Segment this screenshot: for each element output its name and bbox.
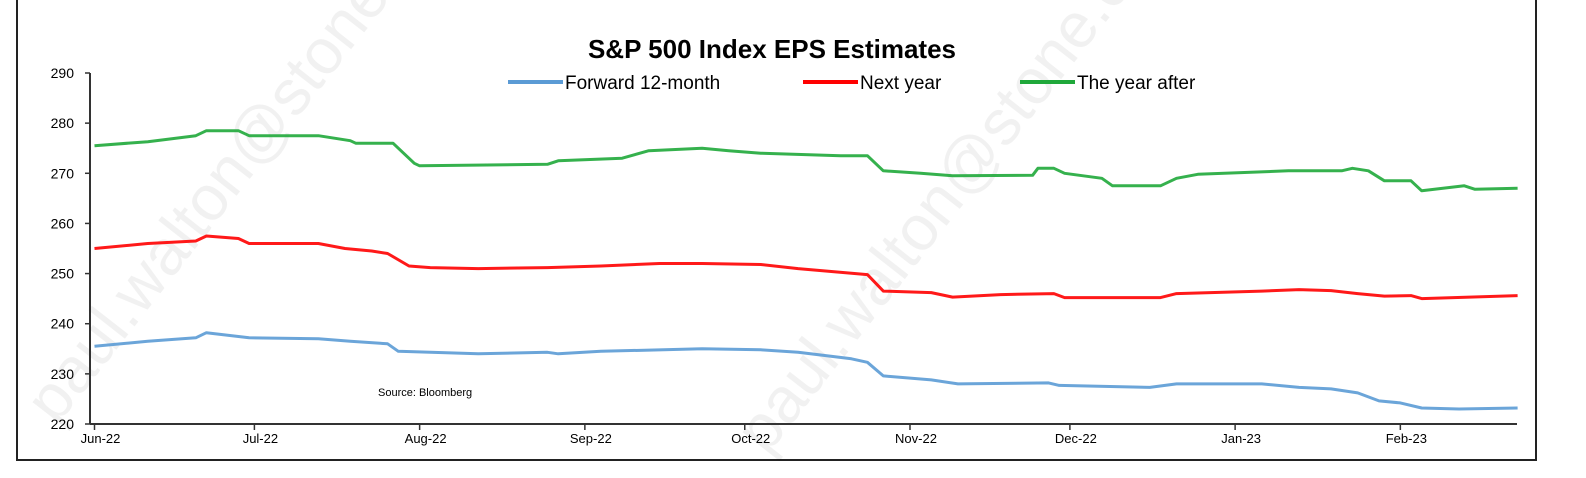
x-tick-label: Dec-22 [1055, 431, 1097, 446]
x-tick-label: Sep-22 [570, 431, 612, 446]
legend-label: Next year [860, 73, 942, 94]
y-tick-label: 280 [51, 115, 75, 131]
chart-title: S&P 500 Index EPS Estimates [588, 34, 956, 64]
x-tick-label: Nov-22 [895, 431, 937, 446]
y-tick-label: 290 [51, 65, 75, 81]
series-line-2 [94, 234, 1518, 301]
chart-frame [16, 0, 1537, 461]
y-tick-label: 270 [51, 165, 75, 181]
series-line-1 [94, 331, 1518, 411]
x-tick-label: Jul-22 [243, 431, 278, 446]
x-tick-label: Aug-22 [405, 431, 447, 446]
legend-label: The year after [1077, 73, 1196, 94]
x-tick-label: Jun-22 [81, 431, 121, 446]
series-lines [94, 129, 1518, 411]
legend-label: Forward 12-month [565, 73, 720, 94]
x-tick-label: Feb-23 [1386, 431, 1427, 446]
x-tick-label: Jan-23 [1221, 431, 1261, 446]
y-tick-label: 220 [51, 416, 75, 432]
y-tick-label: 260 [51, 215, 75, 231]
y-tick-label: 250 [51, 266, 75, 282]
legend: Forward 12-month Next year The year after [508, 73, 1196, 94]
x-tick-label: Oct-22 [731, 431, 770, 446]
source-note: Source: Bloomberg [378, 387, 472, 399]
series-line-3 [94, 129, 1518, 193]
y-tick-label: 240 [51, 316, 75, 332]
y-tick-label: 230 [51, 366, 75, 382]
axes: 220 230 240 250 260 270 280 290 Jun-22 Jul-22 Aug-… [51, 65, 1517, 446]
